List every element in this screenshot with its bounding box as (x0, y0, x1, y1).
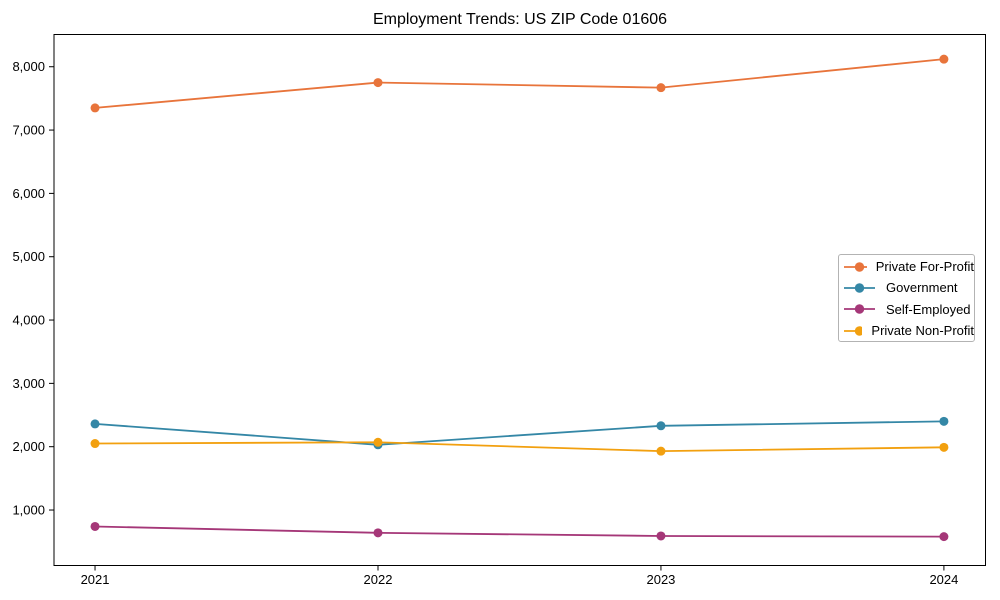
data-point-private-non-profit (656, 446, 666, 456)
x-axis-tick-label: 2024 (929, 572, 958, 587)
data-point-self-employed (373, 528, 383, 538)
x-axis-tick-label: 2021 (81, 572, 110, 587)
legend-label: Government (886, 280, 958, 296)
data-point-private-for-profit (90, 103, 100, 113)
chart-title: Employment Trends: US ZIP Code 01606 (372, 11, 668, 28)
data-point-private-for-profit (373, 78, 383, 88)
data-point-private-non-profit (90, 439, 100, 449)
legend-line-marker-private-non-profit (844, 325, 863, 336)
y-axis-tick-label: 6,000 (12, 186, 45, 201)
legend-item-self-employed: Self-Employed (843, 299, 974, 320)
y-axis-tick-label: 5,000 (12, 249, 45, 264)
legend-item-government: Government (843, 277, 974, 298)
plot-border (53, 34, 986, 566)
series-line-self-employed (95, 525, 944, 538)
y-axis-tick-label: 3,000 (12, 376, 45, 391)
legend-line-marker-self-employed (844, 304, 875, 314)
data-point-government (656, 421, 666, 431)
legend-item-private-non-profit: Private Non-Profit (843, 320, 974, 341)
x-axis-tick-label: 2023 (646, 572, 675, 587)
legend-label: Self-Employed (886, 301, 971, 317)
data-point-government (90, 419, 100, 429)
legend-line-marker-private-for-profit (844, 261, 867, 272)
y-axis-tick-label: 2,000 (12, 439, 45, 454)
legend-item-private-for-profit: Private For-Profit (843, 256, 974, 277)
data-point-private-non-profit (939, 442, 949, 452)
data-point-private-for-profit (939, 54, 949, 64)
y-axis-tick-label: 1,000 (12, 503, 45, 518)
series-line-government (94, 420, 944, 446)
y-axis-tick-label: 8,000 (12, 59, 45, 74)
legend-label: Private Non-Profit (871, 323, 974, 339)
data-point-private-non-profit (373, 437, 383, 447)
legend-line-marker-government (844, 283, 875, 293)
data-point-private-for-profit (656, 83, 666, 93)
y-axis-tick-label: 4,000 (12, 313, 45, 328)
chart-legend: Private For-Profit Government Self-Employe… (838, 254, 975, 342)
legend-label: Private For-Profit (875, 259, 974, 275)
series-line-private-for-profit (94, 58, 944, 109)
y-axis-tick-label: 7,000 (12, 123, 45, 138)
data-point-self-employed (939, 532, 949, 542)
data-point-self-employed (90, 521, 100, 531)
x-axis-tick-label: 2022 (364, 572, 393, 587)
data-point-self-employed (656, 531, 666, 541)
series-line-private-non-profit (95, 441, 944, 453)
data-point-government (939, 416, 949, 426)
